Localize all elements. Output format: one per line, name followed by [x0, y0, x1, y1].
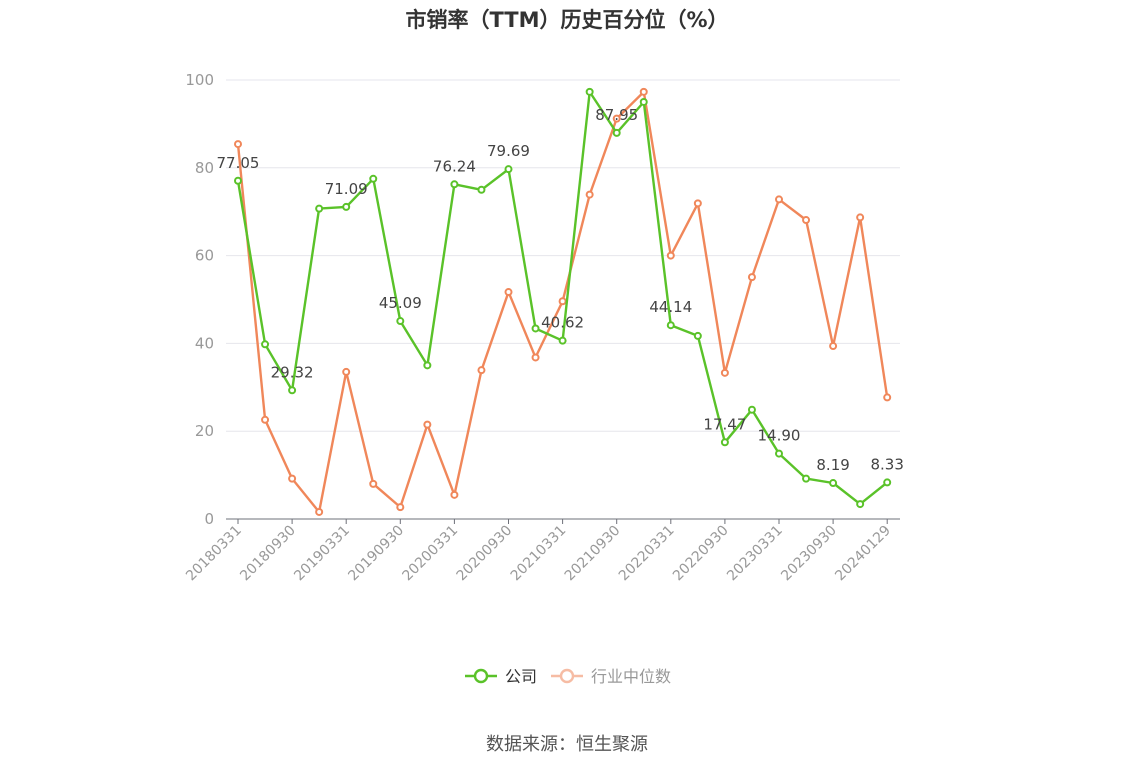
data-point — [342, 202, 351, 211]
data-point — [234, 176, 242, 185]
x-tick-label: 20180331 — [183, 523, 245, 585]
data-point — [315, 507, 324, 516]
y-tick-label: 100 — [185, 71, 214, 89]
y-tick-label: 60 — [195, 247, 214, 265]
data-point — [829, 479, 838, 488]
x-tick-label: 20190331 — [291, 523, 353, 585]
data-point — [612, 114, 621, 123]
data-point — [504, 288, 513, 297]
data-point — [747, 273, 756, 282]
data-label: 45.09 — [379, 294, 422, 312]
data-point — [396, 503, 405, 512]
data-label: 40.62 — [541, 314, 584, 332]
x-tick-label: 20230930 — [778, 523, 840, 585]
legend-marker — [559, 668, 575, 684]
data-point — [369, 479, 378, 488]
data-point — [720, 438, 729, 447]
data-label: 44.14 — [649, 298, 692, 316]
legend-label: 行业中位数 — [591, 667, 671, 686]
data-point — [693, 331, 702, 340]
legend-item — [551, 668, 583, 684]
data-point — [477, 185, 486, 194]
data-point — [504, 165, 513, 174]
data-label: 29.32 — [271, 363, 314, 381]
data-label: 8.33 — [870, 455, 903, 473]
data-label: 8.19 — [816, 456, 849, 474]
data-point — [747, 405, 756, 414]
y-tick-label: 0 — [204, 510, 214, 528]
x-tick-label: 20240129 — [832, 523, 894, 585]
x-tick-label: 20190930 — [345, 523, 407, 585]
data-label: 14.90 — [758, 427, 801, 445]
y-tick-label: 80 — [195, 159, 214, 177]
data-point — [396, 317, 405, 326]
x-tick-label: 20220331 — [616, 523, 678, 585]
data-label: 76.24 — [433, 157, 476, 175]
x-tick-label: 20210930 — [562, 523, 624, 585]
data-point — [802, 474, 811, 483]
x-tick-label: 20200930 — [454, 523, 516, 585]
data-point — [342, 367, 351, 376]
legend-marker — [473, 668, 489, 684]
data-point — [883, 393, 892, 402]
y-tick-label: 40 — [195, 334, 214, 352]
x-tick-label: 20230331 — [724, 523, 786, 585]
data-label: 71.09 — [325, 180, 368, 198]
data-point — [720, 368, 729, 377]
data-point — [856, 213, 865, 222]
source-note: 数据来源：恒生聚源 — [486, 734, 648, 755]
data-point — [315, 204, 324, 213]
data-point — [558, 336, 567, 345]
data-point — [288, 474, 297, 483]
data-label: 87.95 — [595, 106, 638, 124]
data-point — [666, 251, 675, 260]
data-label-layer: 77.05 29.32 71.09 45.09 76.24 79.69 40.62 87.95… — [217, 106, 904, 474]
data-point — [612, 128, 621, 137]
data-point — [369, 174, 378, 183]
data-point — [585, 190, 594, 199]
data-point — [802, 216, 811, 225]
data-point — [775, 449, 783, 458]
x-tick-label: 20200331 — [400, 523, 462, 585]
data-point — [288, 386, 297, 395]
data-point — [693, 199, 702, 208]
data-point — [639, 97, 648, 106]
legend: 公司 行业中位数 — [465, 667, 671, 686]
grid-layer — [226, 79, 900, 432]
data-point — [450, 180, 459, 189]
data-point — [856, 500, 865, 509]
data-point — [261, 340, 270, 349]
data-point — [775, 195, 783, 204]
data-point — [883, 478, 892, 487]
data-point — [423, 420, 432, 429]
data-point — [477, 366, 486, 375]
data-point — [585, 87, 594, 96]
data-point — [450, 490, 459, 499]
data-point — [531, 353, 540, 362]
x-tick-label: 20220930 — [670, 523, 732, 585]
data-point — [666, 321, 675, 330]
chart-title: 市销率（TTM）历史百分位（%） — [405, 8, 729, 32]
y-tick-label: 20 — [195, 422, 214, 440]
legend-item — [465, 668, 497, 684]
data-point — [234, 140, 242, 149]
x-tick-label: 20210331 — [508, 523, 570, 585]
data-point — [639, 87, 648, 96]
data-label: 17.47 — [703, 415, 746, 433]
legend-label: 公司 — [505, 667, 537, 686]
x-tick-label: 20180930 — [237, 523, 299, 585]
data-point — [423, 361, 432, 370]
data-label: 79.69 — [487, 142, 530, 160]
series-layer — [234, 87, 892, 516]
data-label: 77.05 — [217, 154, 260, 172]
data-point — [558, 297, 567, 306]
data-point — [261, 415, 270, 424]
data-point — [829, 342, 838, 351]
data-point — [531, 324, 540, 333]
